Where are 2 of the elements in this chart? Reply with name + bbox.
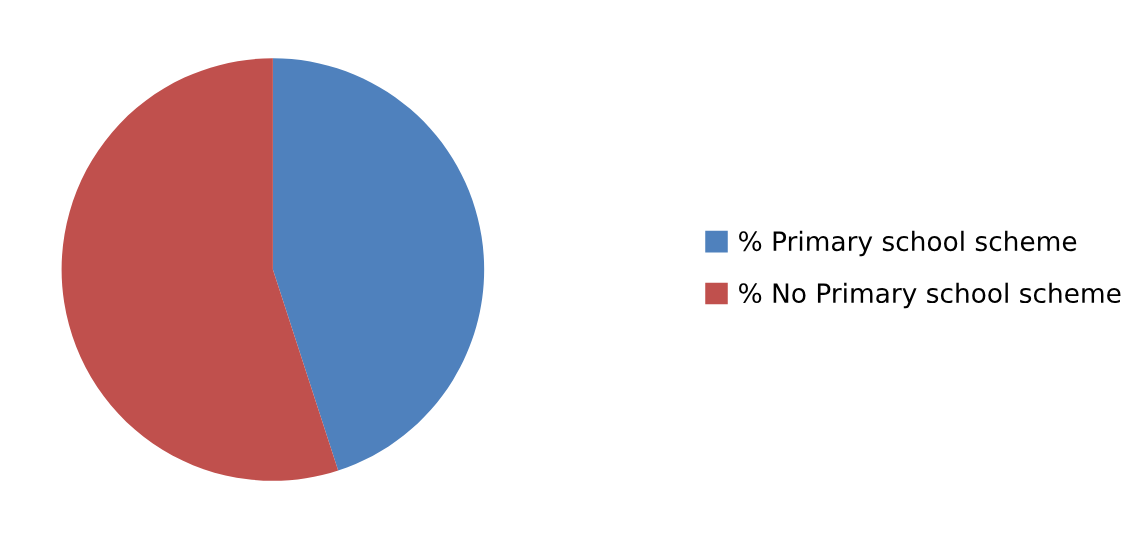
legend-label: % Primary school scheme <box>739 230 1077 257</box>
legend-label: % No Primary school scheme <box>739 282 1121 309</box>
